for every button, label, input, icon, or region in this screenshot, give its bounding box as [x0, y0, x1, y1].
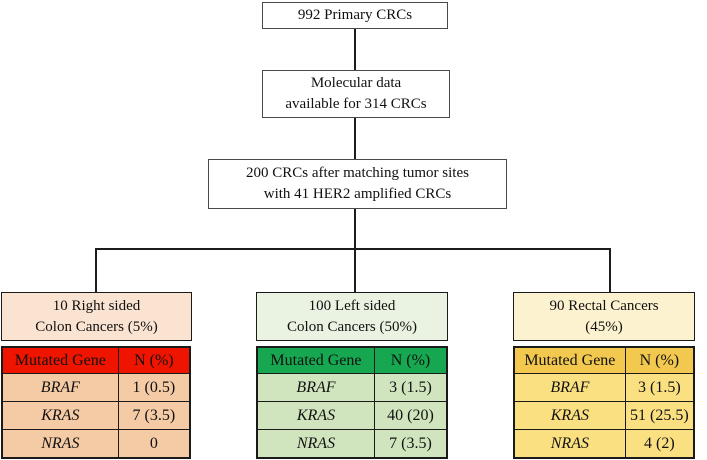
value-cell: 4 (2) [624, 429, 695, 459]
connector-line [95, 248, 97, 292]
group-title-right-sided-colon: 10 Right sided Colon Cancers (5%) [1, 292, 192, 341]
table-header-row: Mutated Gene N (%) [513, 346, 695, 374]
value-cell: 40 (20) [373, 401, 448, 430]
mutation-table-right-sided-colon: Mutated Gene N (%) BRAF 1 (0.5) KRAS 7 (… [1, 346, 191, 459]
gene-cell: NRAS [256, 429, 375, 459]
table-row: KRAS 40 (20) [256, 401, 448, 430]
table-row: KRAS 7 (3.5) [1, 401, 191, 430]
header-n-percent: N (%) [117, 346, 191, 374]
table-row: KRAS 51 (25.5) [513, 401, 695, 430]
connector-line [354, 209, 356, 249]
connector-line [354, 118, 356, 159]
gene-cell: BRAF [256, 373, 375, 402]
value-cell: 51 (25.5) [624, 401, 695, 430]
table-row: BRAF 1 (0.5) [1, 373, 191, 402]
gene-cell: KRAS [1, 401, 119, 430]
group-title-text: Colon Cancers (50%) [287, 318, 417, 335]
flow-box-text: with 41 HER2 amplified CRCs [263, 186, 452, 202]
gene-cell: NRAS [513, 429, 626, 459]
flow-box-text: Molecular data [310, 75, 402, 91]
table-row: BRAF 3 (1.5) [256, 373, 448, 402]
header-mutated-gene: Mutated Gene [1, 346, 119, 374]
table-row: NRAS 0 [1, 429, 191, 459]
gene-cell: NRAS [1, 429, 119, 459]
table-row: BRAF 3 (1.5) [513, 373, 695, 402]
value-cell: 7 (3.5) [117, 401, 191, 430]
flow-box-matched-crcs: 200 CRCs after matching tumor sites with… [208, 159, 507, 209]
group-title-text: Colon Cancers (5%) [35, 318, 158, 335]
header-mutated-gene: Mutated Gene [513, 346, 626, 374]
value-cell: 0 [117, 429, 191, 459]
header-mutated-gene: Mutated Gene [256, 346, 375, 374]
value-cell: 1 (0.5) [117, 373, 191, 402]
group-title-text: 10 Right sided [52, 297, 141, 314]
connector-line [609, 248, 611, 292]
connector-line [95, 248, 611, 250]
header-n-percent: N (%) [373, 346, 448, 374]
table-header-row: Mutated Gene N (%) [256, 346, 448, 374]
gene-cell: BRAF [1, 373, 119, 402]
header-n-percent: N (%) [624, 346, 695, 374]
table-row: NRAS 7 (3.5) [256, 429, 448, 459]
group-title-text: (45%) [585, 318, 623, 335]
gene-cell: BRAF [513, 373, 626, 402]
value-cell: 3 (1.5) [624, 373, 695, 402]
group-title-rectal-cancers: 90 Rectal Cancers (45%) [513, 292, 695, 341]
flow-box-text: available for 314 CRCs [285, 96, 427, 112]
group-title-left-sided-colon: 100 Left sided Colon Cancers (50%) [256, 292, 448, 341]
table-row: NRAS 4 (2) [513, 429, 695, 459]
flow-box-primary-crcs: 992 Primary CRCs [262, 2, 448, 29]
gene-cell: KRAS [513, 401, 626, 430]
mutation-table-rectal-cancers: Mutated Gene N (%) BRAF 3 (1.5) KRAS 51 … [513, 346, 695, 459]
flow-box-molecular-data: Molecular data available for 314 CRCs [262, 70, 450, 118]
table-header-row: Mutated Gene N (%) [1, 346, 191, 374]
gene-cell: KRAS [256, 401, 375, 430]
value-cell: 3 (1.5) [373, 373, 448, 402]
group-title-text: 100 Left sided [308, 297, 396, 314]
connector-line [354, 248, 356, 292]
flow-box-text: 992 Primary CRCs [297, 7, 413, 23]
connector-line [354, 28, 356, 70]
mutation-table-left-sided-colon: Mutated Gene N (%) BRAF 3 (1.5) KRAS 40 … [256, 346, 448, 459]
flow-box-text: 200 CRCs after matching tumor sites [246, 165, 469, 181]
value-cell: 7 (3.5) [373, 429, 448, 459]
group-title-text: 90 Rectal Cancers [549, 297, 659, 314]
